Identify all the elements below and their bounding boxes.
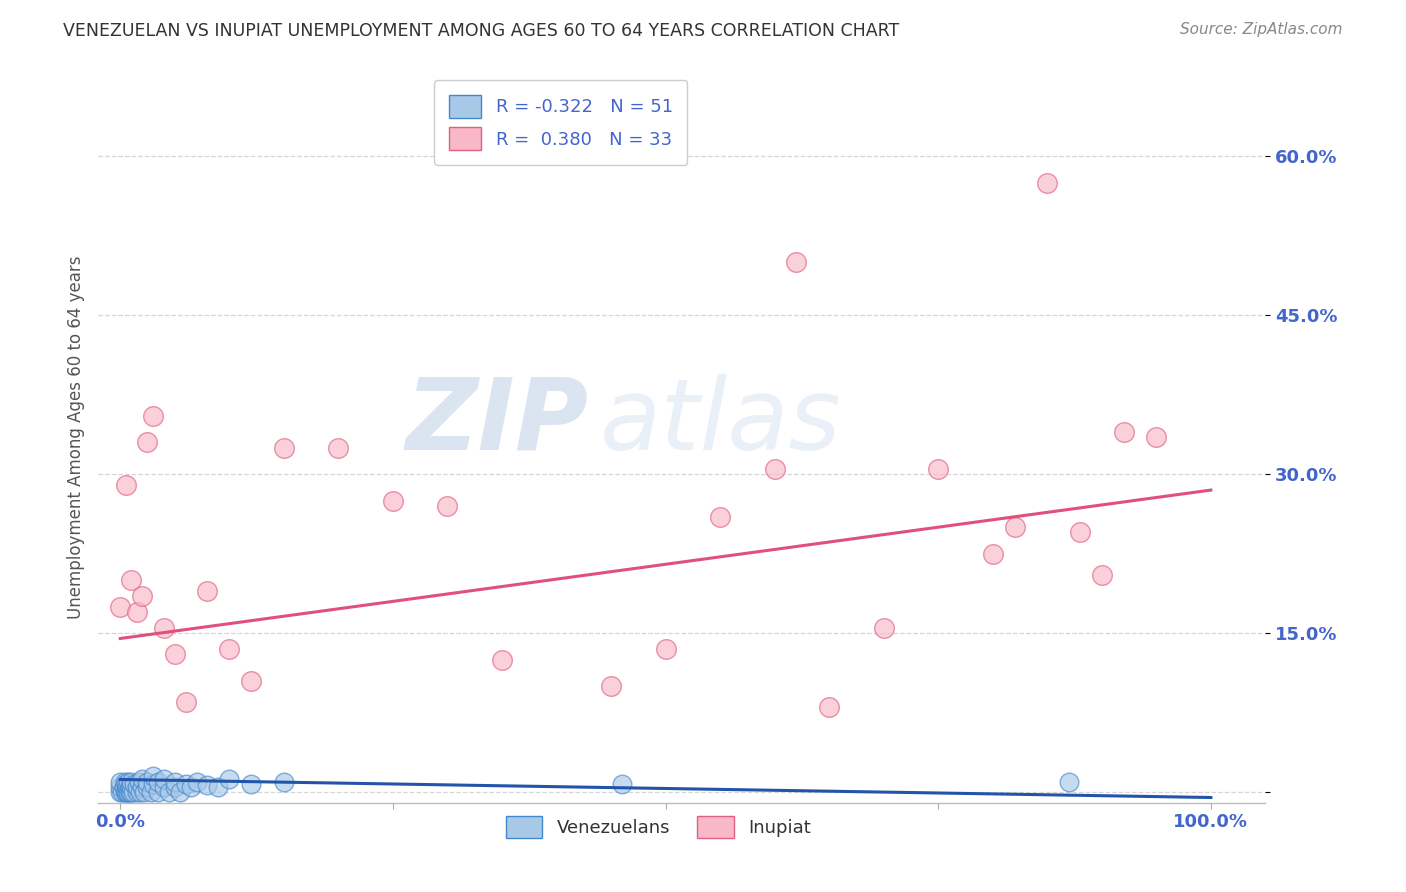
Point	[139, 785, 162, 799]
Point	[207, 780, 229, 794]
Point	[1036, 176, 1059, 190]
Text: ZIP: ZIP	[405, 374, 589, 471]
Point	[240, 777, 263, 791]
Point	[785, 255, 807, 269]
Point	[118, 779, 141, 793]
Point	[136, 780, 159, 794]
Point	[174, 695, 197, 709]
Point	[381, 493, 404, 508]
Point	[163, 774, 186, 789]
Point	[328, 441, 350, 455]
Point	[115, 785, 138, 799]
Point	[125, 780, 148, 794]
Point	[120, 573, 142, 587]
Point	[1057, 774, 1080, 789]
Point	[818, 700, 841, 714]
Point	[118, 782, 141, 797]
Point	[1091, 567, 1114, 582]
Point	[180, 780, 202, 794]
Point	[110, 774, 132, 789]
Point	[148, 774, 170, 789]
Point	[115, 780, 138, 794]
Point	[157, 785, 180, 799]
Point	[111, 785, 134, 799]
Point	[163, 648, 186, 662]
Point	[120, 774, 142, 789]
Point	[124, 777, 146, 791]
Point	[197, 778, 219, 792]
Point	[114, 785, 136, 799]
Y-axis label: Unemployment Among Ages 60 to 64 years: Unemployment Among Ages 60 to 64 years	[66, 255, 84, 619]
Point	[148, 785, 170, 799]
Point	[117, 785, 139, 799]
Point	[136, 774, 159, 789]
Point	[136, 435, 159, 450]
Point	[122, 785, 145, 799]
Point	[981, 547, 1004, 561]
Point	[218, 772, 240, 787]
Point	[128, 785, 150, 799]
Point	[114, 777, 136, 791]
Point	[1112, 425, 1135, 439]
Text: VENEZUELAN VS INUPIAT UNEMPLOYMENT AMONG AGES 60 TO 64 YEARS CORRELATION CHART: VENEZUELAN VS INUPIAT UNEMPLOYMENT AMONG…	[63, 22, 900, 40]
Point	[118, 785, 141, 799]
Point	[927, 462, 949, 476]
Point	[163, 780, 186, 794]
Point	[142, 777, 165, 791]
Point	[153, 621, 176, 635]
Point	[134, 785, 156, 799]
Point	[110, 599, 132, 614]
Point	[186, 774, 208, 789]
Point	[174, 777, 197, 791]
Point	[654, 642, 676, 657]
Point	[709, 509, 731, 524]
Point	[131, 780, 153, 794]
Point	[110, 780, 132, 794]
Point	[240, 673, 263, 688]
Point	[114, 785, 136, 799]
Point	[153, 772, 176, 787]
Point	[131, 772, 153, 787]
Point	[153, 780, 176, 794]
Point	[125, 605, 148, 619]
Point	[112, 780, 135, 794]
Point	[120, 780, 142, 794]
Legend: Venezuelans, Inupiat: Venezuelans, Inupiat	[499, 808, 818, 845]
Point	[125, 785, 148, 799]
Point	[197, 583, 219, 598]
Point	[491, 653, 513, 667]
Point	[218, 642, 240, 657]
Point	[600, 679, 623, 693]
Point	[1069, 525, 1091, 540]
Text: atlas: atlas	[600, 374, 842, 471]
Point	[110, 785, 132, 799]
Point	[114, 477, 136, 491]
Point	[131, 589, 153, 603]
Point	[114, 774, 136, 789]
Point	[120, 785, 142, 799]
Point	[273, 774, 295, 789]
Point	[128, 774, 150, 789]
Point	[436, 499, 458, 513]
Point	[142, 769, 165, 783]
Point	[873, 621, 896, 635]
Point	[610, 777, 633, 791]
Point	[763, 462, 786, 476]
Text: Source: ZipAtlas.com: Source: ZipAtlas.com	[1180, 22, 1343, 37]
Point	[1144, 430, 1167, 444]
Point	[1004, 520, 1026, 534]
Point	[273, 441, 295, 455]
Point	[142, 409, 165, 423]
Point	[169, 785, 191, 799]
Point	[117, 774, 139, 789]
